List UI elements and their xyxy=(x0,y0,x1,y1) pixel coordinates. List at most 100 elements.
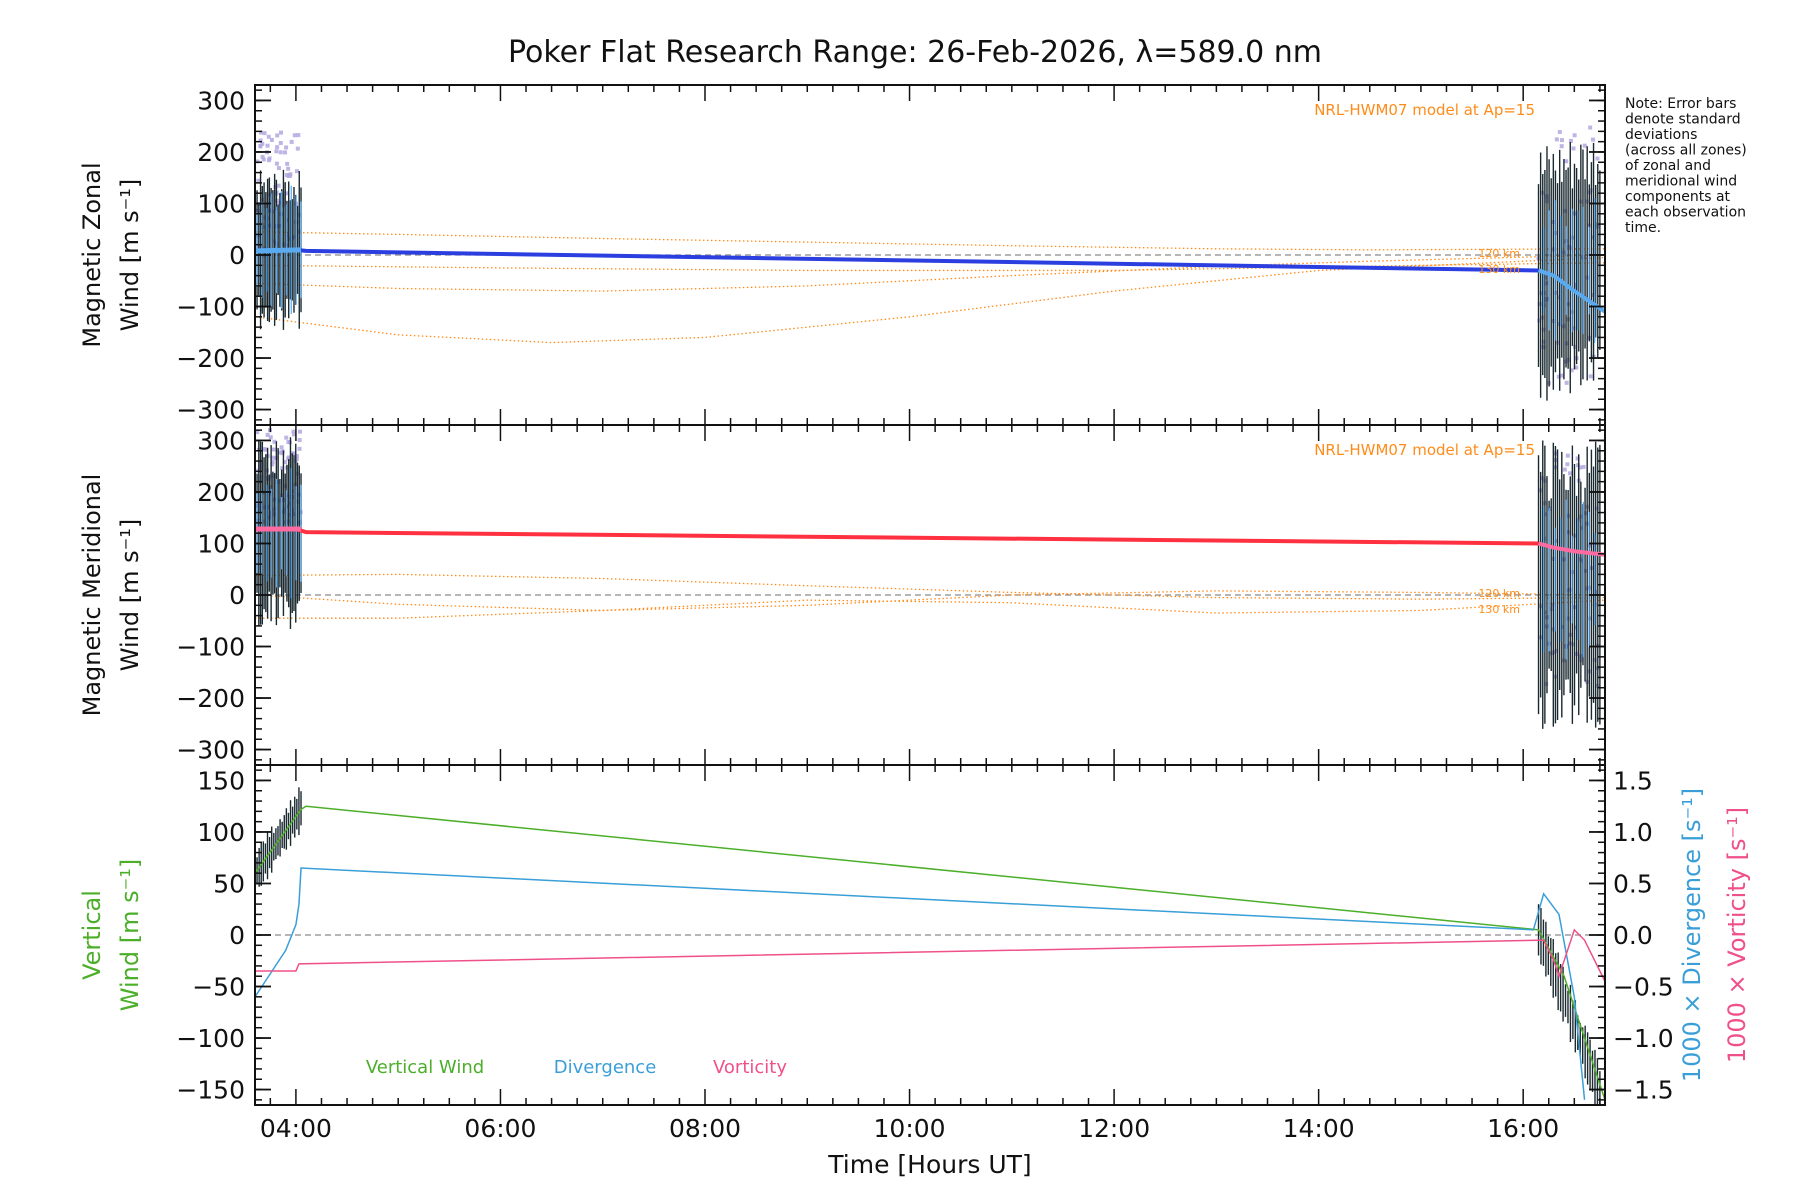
sample-point xyxy=(1565,453,1570,458)
sample-point xyxy=(296,133,301,138)
y-tick-label: −200 xyxy=(176,344,245,373)
sample-point xyxy=(1576,463,1581,468)
y-tick-label: 0 xyxy=(229,581,245,610)
right-tick-label: −1.0 xyxy=(1613,1024,1674,1053)
sample-point xyxy=(1565,462,1570,467)
sample-point xyxy=(266,223,271,228)
sample-point xyxy=(258,138,263,143)
sample-point xyxy=(266,158,271,163)
y-tick-label: −100 xyxy=(176,633,245,662)
right-tick-label: −1.5 xyxy=(1613,1076,1674,1105)
sample-point xyxy=(276,201,281,206)
sample-point xyxy=(283,460,288,465)
sample-point xyxy=(1564,159,1569,164)
y-tick-label: −100 xyxy=(176,293,245,322)
sample-point xyxy=(1571,642,1576,647)
sample-point xyxy=(258,130,263,135)
y-axis-label-line: Wind [m s⁻¹] xyxy=(116,519,144,671)
y-tick-label: 0 xyxy=(229,241,245,270)
y-axis-label: Vertical Wind [m s⁻¹] xyxy=(78,859,144,1011)
sample-point xyxy=(1580,526,1585,531)
sample-point xyxy=(273,184,278,189)
sample-point xyxy=(1569,368,1574,373)
sample-point xyxy=(268,485,273,490)
note-line: of zonal and xyxy=(1625,158,1711,174)
sample-point xyxy=(277,450,282,455)
sample-point xyxy=(1554,538,1559,543)
model-curve xyxy=(255,254,1605,292)
sample-point xyxy=(1565,616,1570,621)
sample-point xyxy=(271,447,276,452)
sample-point xyxy=(259,501,264,506)
sample-point xyxy=(1563,209,1568,214)
sample-point xyxy=(1575,456,1580,461)
sample-point xyxy=(1559,138,1564,143)
sample-point xyxy=(275,133,280,138)
y-tick-label: 200 xyxy=(197,138,245,167)
sample-point xyxy=(269,137,274,142)
sample-point xyxy=(258,144,263,149)
sample-point xyxy=(1568,471,1573,476)
sample-point xyxy=(1554,648,1559,653)
sample-point xyxy=(297,446,302,451)
sample-point xyxy=(1540,315,1545,320)
meridional-wind-panel: −300 −200 −100 0 100 200 300 Magnetic Meridiona… xyxy=(78,424,1606,766)
right-tick-label: 1.0 xyxy=(1613,818,1653,847)
sample-point xyxy=(1561,250,1566,255)
sample-point xyxy=(1574,365,1579,370)
sample-point xyxy=(1571,326,1576,331)
sample-point xyxy=(284,435,289,440)
sample-point xyxy=(294,169,299,174)
sample-point xyxy=(276,166,281,171)
sample-point xyxy=(1544,281,1549,286)
y-tick-label: −200 xyxy=(176,684,245,713)
sample-point xyxy=(274,149,279,154)
sample-point xyxy=(1560,373,1565,378)
model-curve xyxy=(255,256,1605,344)
series-line-early xyxy=(255,247,302,254)
sample-point xyxy=(292,432,297,437)
altitude-label: 130 km xyxy=(1478,263,1520,276)
right-tick-label: −0.5 xyxy=(1613,973,1674,1002)
y-tick-label: 0 xyxy=(229,921,245,950)
series-line xyxy=(255,805,1605,1101)
sample-point xyxy=(268,435,273,440)
plot-area xyxy=(255,428,1605,729)
model-label: NRL-HWM07 model at Ap=15 xyxy=(1314,101,1535,119)
sample-point xyxy=(1586,223,1591,228)
sample-point xyxy=(1566,244,1571,249)
sample-point xyxy=(261,225,266,230)
sample-point xyxy=(270,462,275,467)
sample-point xyxy=(278,140,283,145)
sample-point xyxy=(295,146,300,151)
note-line: denote standard xyxy=(1625,112,1741,128)
y-tick-label: 100 xyxy=(197,529,245,558)
y-tick-label: 100 xyxy=(197,818,245,847)
sample-point xyxy=(297,438,302,443)
sample-point xyxy=(1550,602,1555,607)
y-axis-label-line: Wind [m s⁻¹] xyxy=(116,179,144,331)
sample-point xyxy=(263,447,268,452)
y-tick-label: −150 xyxy=(176,1076,245,1105)
sample-point xyxy=(255,503,260,508)
y-tick-label: −300 xyxy=(176,396,245,425)
sample-point xyxy=(255,430,260,435)
y-tick-label: 300 xyxy=(197,426,245,455)
plot-area xyxy=(255,125,1605,401)
sample-point xyxy=(1578,556,1583,561)
sample-point xyxy=(1568,138,1573,143)
sample-point xyxy=(1562,467,1567,472)
sample-point xyxy=(276,183,281,188)
right-tick-label: 0.5 xyxy=(1613,869,1653,898)
sample-point xyxy=(265,143,270,148)
y-tick-label: 150 xyxy=(197,766,245,795)
sample-point xyxy=(280,451,285,456)
note-line: (across all zones) xyxy=(1625,143,1747,159)
right-tick-label: 0.0 xyxy=(1613,921,1653,950)
model-label: NRL-HWM07 model at Ap=15 xyxy=(1314,441,1535,459)
y-tick-label: 200 xyxy=(197,478,245,507)
sample-point xyxy=(286,455,291,460)
sample-point xyxy=(278,150,283,155)
y-tick-label: −100 xyxy=(176,1024,245,1053)
sample-point xyxy=(1541,339,1546,344)
